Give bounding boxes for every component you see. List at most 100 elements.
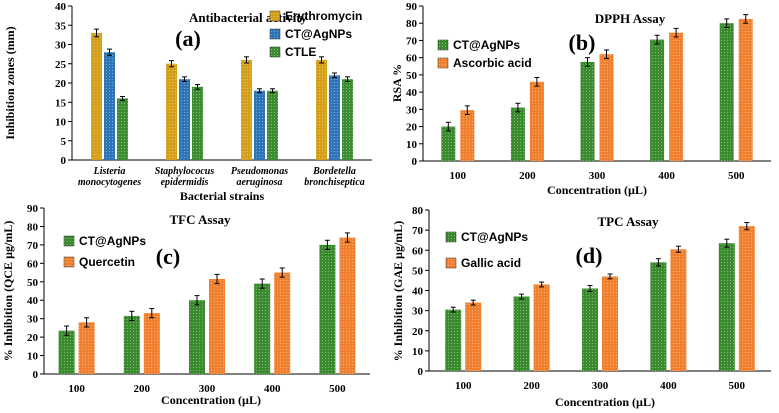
x-tick-label: Listeria — [93, 166, 126, 177]
bar-texture — [738, 18, 753, 161]
bar-texture — [91, 32, 102, 161]
y-tick-label: 20 — [27, 332, 39, 344]
bar-texture — [718, 243, 735, 371]
y-tick-label: 20 — [55, 78, 67, 90]
panel-label: (a) — [175, 26, 201, 51]
bar-texture — [650, 262, 667, 371]
legend-label: CT@AgNPs — [285, 27, 352, 41]
x-tick-label: 300 — [199, 383, 216, 395]
legend-label: CT@AgNPs — [453, 38, 520, 52]
y-tick-label: 10 — [412, 346, 424, 358]
x-tick-label: 400 — [658, 170, 675, 182]
bar-texture — [104, 52, 115, 161]
chart-title: TFC Assay — [169, 212, 231, 227]
x-tick-label: bronchiseptica — [304, 177, 365, 188]
x-tick-label: 200 — [523, 380, 540, 392]
x-tick-label: 500 — [329, 383, 346, 395]
bar-texture — [123, 315, 140, 374]
bar-texture — [143, 313, 160, 374]
y-tick-label: 0 — [418, 366, 424, 378]
legend-label: Erythromycin — [285, 9, 362, 23]
x-tick-label: 500 — [729, 380, 746, 392]
y-tick-label: 20 — [412, 326, 424, 338]
bar-texture — [738, 226, 755, 371]
y-tick-label: 60 — [412, 245, 424, 257]
bar-texture — [319, 244, 336, 374]
x-tick-label: 100 — [455, 380, 472, 392]
y-tick-label: 40 — [412, 286, 424, 298]
legend-swatch-texture — [64, 257, 74, 267]
bar-texture — [316, 59, 327, 160]
legend-swatch-texture — [270, 11, 280, 21]
y-tick-label: 25 — [55, 59, 67, 71]
legend-label: CT@AgNPs — [79, 234, 146, 248]
bar-texture — [342, 79, 353, 160]
y-tick-label: 30 — [412, 306, 424, 318]
bar-texture — [189, 300, 205, 374]
bar-texture — [465, 302, 482, 371]
legend-label: Gallic acid — [461, 256, 521, 270]
bar-texture — [445, 309, 462, 371]
bar-texture — [179, 79, 190, 160]
y-tick-label: 90 — [406, 1, 418, 13]
y-axis-label: RSA % — [390, 64, 404, 102]
y-tick-label: 50 — [406, 70, 418, 82]
bar-texture — [513, 296, 530, 371]
y-tick-label: 35 — [55, 20, 67, 32]
bar-texture — [329, 75, 340, 160]
x-tick-label: 100 — [68, 383, 85, 395]
bar-texture — [529, 81, 544, 161]
bar-texture — [78, 322, 95, 374]
x-tick-label: 200 — [134, 383, 151, 395]
legend-swatch-texture — [270, 29, 280, 39]
legend-swatch-texture — [446, 232, 456, 242]
legend-label: Quercetin — [79, 255, 135, 269]
y-tick-label: 30 — [406, 104, 418, 116]
x-tick-label: 200 — [519, 170, 536, 182]
y-tick-label: 40 — [406, 87, 418, 99]
y-axis-label: Inhibition zones (mm) — [3, 26, 17, 139]
bar-texture — [533, 284, 550, 371]
y-tick-label: 60 — [27, 258, 39, 270]
bar-texture — [254, 283, 271, 374]
chart-panel-d: 0 10 20 30 40 50 60 70 80 100 200 300 400 500 TPC Assa… — [391, 205, 771, 409]
bar-texture — [117, 98, 128, 160]
chart-panel-c: 0 10 20 30 40 50 60 70 80 90 100 200 300 400 500 TFC As… — [1, 203, 370, 407]
y-tick-label: 15 — [55, 97, 67, 109]
bar-texture — [650, 39, 665, 162]
y-tick-label: 30 — [27, 314, 39, 326]
x-axis-label: Concentration (µL) — [555, 395, 655, 409]
y-axis-label: % Inhibition (QCE µg/mL) — [1, 221, 15, 362]
bar-texture — [582, 288, 598, 371]
bar-texture — [254, 90, 265, 160]
legend-swatch-texture — [446, 258, 456, 268]
legend-label: Ascorbic acid — [453, 56, 532, 70]
y-tick-label: 0 — [412, 156, 418, 168]
panel-label: (c) — [156, 244, 180, 269]
legend-label: CT@AgNPs — [461, 230, 528, 244]
y-tick-label: 70 — [27, 240, 39, 252]
x-tick-label: 300 — [592, 380, 609, 392]
x-tick-label: Bordetella — [312, 166, 356, 177]
x-tick-label: 500 — [728, 170, 745, 182]
y-tick-label: 50 — [27, 277, 39, 289]
bar-texture — [209, 279, 225, 374]
legend-swatch-texture — [270, 47, 280, 57]
y-axis-label: % Inhibition (GAE µg/mL) — [391, 221, 405, 362]
y-tick-label: 0 — [33, 369, 39, 381]
x-axis-label: Concentration (µL) — [547, 183, 647, 197]
legend-swatch-texture — [438, 40, 448, 50]
x-tick-label: epidermidis — [161, 177, 209, 188]
bar-texture — [510, 107, 525, 161]
y-tick-label: 20 — [406, 122, 418, 134]
bar-texture — [719, 23, 734, 161]
y-tick-label: 30 — [55, 40, 67, 52]
panel-label: (b) — [569, 30, 596, 55]
y-tick-label: 10 — [55, 117, 67, 129]
bar-texture — [441, 126, 456, 161]
y-tick-label: 5 — [61, 136, 67, 148]
bar-texture — [460, 110, 475, 161]
chart-title: DPPH Assay — [595, 11, 666, 26]
bar-texture — [58, 330, 75, 374]
